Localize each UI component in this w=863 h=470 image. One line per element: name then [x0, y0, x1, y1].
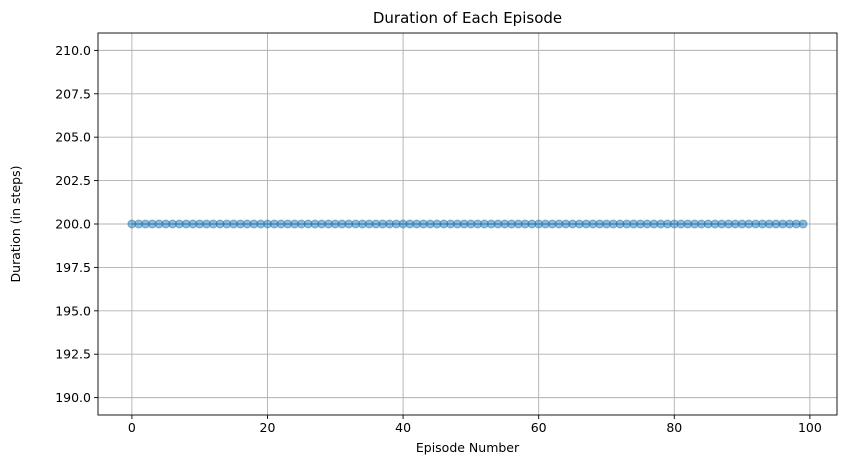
- x-tick-label: 0: [128, 420, 136, 435]
- x-tick-label: 40: [395, 420, 411, 435]
- y-tick-label: 207.5: [55, 86, 91, 101]
- y-axis-label: Duration (in steps): [8, 166, 23, 283]
- y-tick-label: 190.0: [55, 390, 91, 405]
- x-tick-label: 100: [798, 420, 822, 435]
- y-tick-label: 195.0: [55, 303, 91, 318]
- y-tick-label: 210.0: [55, 43, 91, 58]
- y-tick-label: 192.5: [55, 347, 91, 362]
- y-axis-ticks: 190.0 192.5 195.0 197.5 200.0 202.5 205.0 207.5…: [55, 43, 98, 405]
- y-tick-label: 197.5: [55, 260, 91, 275]
- x-axis-ticks: 0 20 40 60 80 100: [128, 415, 822, 435]
- x-axis-label: Episode Number: [416, 440, 520, 455]
- y-tick-label: 200.0: [55, 217, 91, 232]
- data-series: [127, 219, 808, 229]
- y-tick-label: 202.5: [55, 173, 91, 188]
- x-tick-label: 60: [531, 420, 547, 435]
- data-point: [798, 219, 808, 229]
- x-tick-label: 20: [260, 420, 276, 435]
- chart-title: Duration of Each Episode: [373, 9, 562, 27]
- y-tick-label: 205.0: [55, 130, 91, 145]
- x-tick-label: 80: [666, 420, 682, 435]
